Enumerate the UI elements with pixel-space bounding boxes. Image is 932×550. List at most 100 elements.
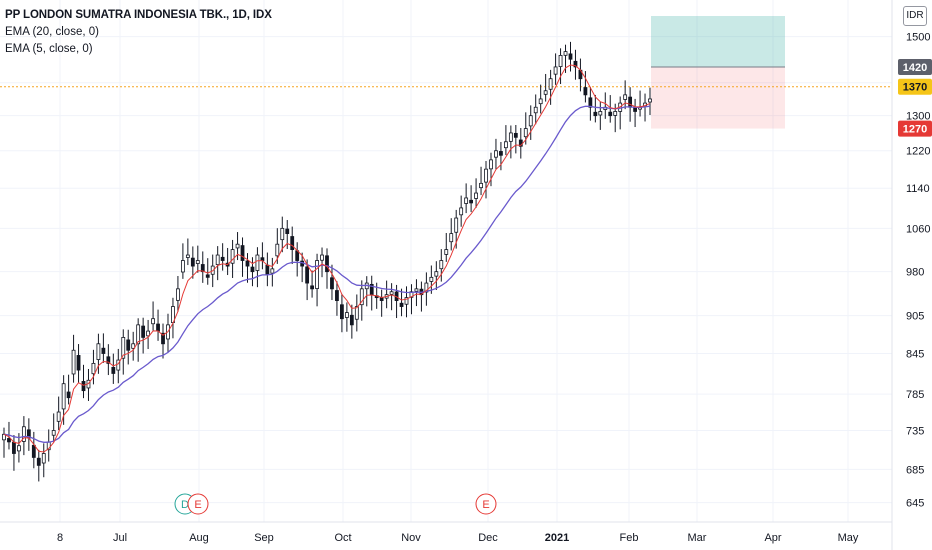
candle-body <box>508 132 513 142</box>
candle-body <box>21 426 26 442</box>
candle-body <box>320 254 324 261</box>
event-marker-label: E <box>194 499 201 511</box>
time-tick-label: Dec <box>478 532 498 544</box>
event-marker[interactable] <box>187 493 209 515</box>
candle-body <box>156 323 160 332</box>
price-tick-label: 685 <box>906 464 924 476</box>
candle-body <box>469 199 474 204</box>
candle-body <box>215 254 220 266</box>
candle-body <box>489 159 493 170</box>
event-marker[interactable] <box>475 493 497 515</box>
candle-body <box>354 306 359 320</box>
price-tick-label: 845 <box>906 349 924 361</box>
price-tick-label: 905 <box>906 311 924 323</box>
candle-body <box>71 349 76 375</box>
candle-body <box>399 302 404 307</box>
price-badge-label: 1270 <box>903 124 927 136</box>
candle-body <box>56 411 61 422</box>
candle-body <box>315 260 319 289</box>
candle-body <box>553 66 558 75</box>
candle-body <box>245 260 250 267</box>
candle-body <box>205 274 210 278</box>
candle-body <box>479 182 483 189</box>
candle-body <box>543 90 548 95</box>
candle-body <box>76 355 81 371</box>
candle-body <box>81 381 86 392</box>
candle-body <box>454 217 459 233</box>
candle-body <box>434 271 439 277</box>
candle-body <box>464 197 469 204</box>
candle-body <box>131 343 136 349</box>
candle-body <box>31 444 36 458</box>
candle-body <box>310 285 314 290</box>
candle-body <box>151 318 155 325</box>
legend: PP LONDON SUMATRA INDONESIA TBK., 1D, ID… <box>5 7 272 58</box>
candle-body <box>250 266 255 273</box>
candle-body <box>494 150 498 158</box>
candle-body <box>330 277 334 290</box>
ema-5-label: EMA (5, close, 0) <box>5 43 93 55</box>
candle-body <box>141 325 146 338</box>
candle-body <box>195 260 200 264</box>
candle-body <box>275 243 280 257</box>
candle-body <box>325 255 329 273</box>
time-tick-label: Jul <box>113 532 127 544</box>
candle-body <box>335 290 339 301</box>
candle-body <box>623 94 628 100</box>
ema-5-line <box>3 64 651 453</box>
candle-body <box>12 441 16 454</box>
time-tick-label: 2021 <box>545 532 569 544</box>
candle-body <box>91 362 96 375</box>
time-tick-label: 8 <box>57 532 63 544</box>
candle-body <box>285 228 290 234</box>
candles <box>2 41 652 482</box>
candle-body <box>220 256 225 261</box>
price-tick-label: 1140 <box>906 183 930 195</box>
candle-body <box>106 356 111 364</box>
candle-body <box>260 257 265 261</box>
candle-body <box>305 266 310 284</box>
candle-body <box>41 453 46 464</box>
target-zone <box>651 16 785 67</box>
candle-body <box>200 264 205 273</box>
candle-body <box>379 297 384 301</box>
grid <box>0 0 892 522</box>
price-tick-label: 735 <box>906 426 924 438</box>
candle-body <box>538 98 543 105</box>
candle-body <box>429 276 434 282</box>
candle-body <box>185 254 190 258</box>
candle-body <box>633 107 637 112</box>
candle-body <box>340 304 344 320</box>
candle-body <box>588 97 593 108</box>
candle-body <box>111 366 116 374</box>
candle-body <box>116 359 121 371</box>
currency-button[interactable]: IDR <box>903 6 927 26</box>
candle-body <box>404 297 409 305</box>
candle-body <box>344 312 349 318</box>
candle-body <box>36 457 41 466</box>
candle-body <box>66 391 71 399</box>
candle-body <box>7 438 11 443</box>
candle-body <box>235 243 240 249</box>
candle-body <box>528 115 533 127</box>
price-badge <box>898 58 932 75</box>
candle-body <box>180 260 185 273</box>
time-axis: 8 Jul Aug Sep Oct Nov Dec 2021 Feb Mar Apr May <box>57 532 859 544</box>
candle-body <box>101 347 106 354</box>
ema-20-line <box>3 105 651 443</box>
candle-body <box>265 264 270 275</box>
candle-body <box>593 111 598 117</box>
time-tick-label: Oct <box>334 532 351 544</box>
candle-body <box>146 330 151 337</box>
candle-body <box>136 324 141 345</box>
candle-body <box>280 227 285 241</box>
stop-zone <box>651 66 785 129</box>
candle-body <box>444 249 449 255</box>
candle-body <box>533 106 538 114</box>
candle-body <box>161 332 165 345</box>
candle-body <box>503 141 508 149</box>
candle-body <box>513 132 518 138</box>
candle-body <box>568 53 573 60</box>
